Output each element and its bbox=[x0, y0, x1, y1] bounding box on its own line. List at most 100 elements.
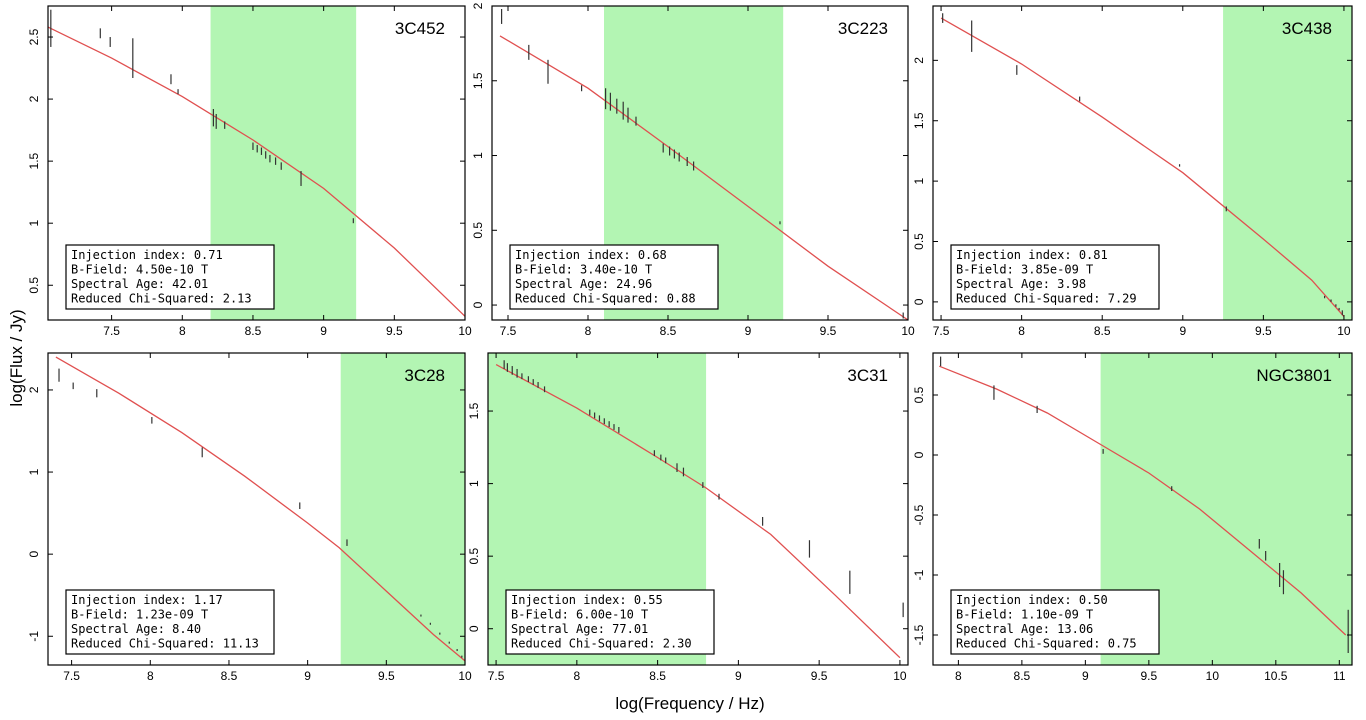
plot-frame bbox=[491, 5, 909, 321]
model-curve bbox=[499, 35, 909, 321]
info-line: B-Field: 4.50e-10 T bbox=[71, 263, 208, 277]
y-tick-label: -1 bbox=[27, 631, 41, 642]
y-tick-label: 0.5 bbox=[467, 547, 481, 564]
info-line: Injection index: 0.68 bbox=[515, 248, 667, 262]
panel-3c223: 7.5 8 8.5 9 9.5 10 0 0.5 1 1.5 2 3C223 Injection ind… bbox=[471, 2, 915, 338]
model-curve bbox=[939, 365, 1347, 636]
y-tick-label: 0.5 bbox=[471, 222, 485, 239]
x-tick-label: 9 bbox=[1179, 324, 1186, 338]
y-tick-label: 1.5 bbox=[912, 112, 926, 129]
y-tick-label: 0 bbox=[27, 551, 41, 558]
info-line: Spectral Age: 3.98 bbox=[956, 277, 1086, 291]
y-tick-label: 1.5 bbox=[471, 72, 485, 89]
x-tick-label: 8 bbox=[1018, 324, 1025, 338]
x-tick-label: 9 bbox=[1082, 669, 1089, 683]
info-box bbox=[65, 244, 275, 310]
panel-3c28: 7.5 8 8.5 9 9.5 10 -1 0 1 2 3C28 Injection index: 1… bbox=[27, 352, 472, 683]
x-tick-label: 8 bbox=[179, 324, 186, 338]
x-tick-label: 10.5 bbox=[1264, 669, 1288, 683]
x-tick-label: 8 bbox=[955, 669, 962, 683]
panel-label: 3C438 bbox=[1282, 19, 1332, 38]
x-tick-label: 8.5 bbox=[1014, 669, 1031, 683]
model-curve bbox=[495, 364, 901, 659]
x-tick-label: 9 bbox=[745, 324, 752, 338]
y-tick-label: 1 bbox=[27, 468, 41, 475]
info-line: Injection index: 0.55 bbox=[511, 593, 663, 607]
y-tick-label: 1 bbox=[467, 480, 481, 487]
x-tick-label: 10 bbox=[901, 324, 915, 338]
y-tick-label: -1 bbox=[912, 569, 926, 580]
panel-label: NGC3801 bbox=[1256, 366, 1332, 385]
panel-label: 3C28 bbox=[404, 366, 445, 385]
info-line: B-Field: 6.00e-10 T bbox=[511, 608, 648, 622]
y-axis-label: log(Flux / Jy) bbox=[7, 309, 26, 406]
info-line: Reduced Chi-Squared: 0.75 bbox=[956, 637, 1137, 651]
panel-3c438: 7.5 8 8.5 9 9.5 10 0 0.5 1 1.5 2 3C438 Injection ind… bbox=[912, 5, 1353, 338]
x-tick-label: 8.5 bbox=[221, 669, 238, 683]
y-tick-label: 0 bbox=[912, 298, 926, 305]
info-line: Injection index: 0.50 bbox=[956, 593, 1108, 607]
x-tick-label: 9 bbox=[304, 669, 311, 683]
info-line: Spectral Age: 13.06 bbox=[956, 622, 1093, 636]
x-tick-label: 9.5 bbox=[1255, 324, 1272, 338]
x-tick-label: 10 bbox=[893, 669, 907, 683]
x-tick-label: 11 bbox=[1333, 669, 1346, 683]
model-curve bbox=[55, 356, 466, 662]
x-tick-label: 7.5 bbox=[488, 669, 505, 683]
plot-frame bbox=[932, 5, 1353, 321]
plot-frame bbox=[932, 352, 1353, 666]
x-tick-label: 7.5 bbox=[63, 669, 80, 683]
x-tick-label: 8 bbox=[574, 669, 581, 683]
y-tick-label: 1.5 bbox=[27, 152, 41, 169]
y-tick-label: -0.5 bbox=[912, 504, 926, 525]
x-tick-label: 10 bbox=[458, 669, 472, 683]
y-tick-label: 2 bbox=[471, 2, 485, 9]
plot-frame bbox=[487, 352, 909, 666]
x-tick-label: 8.5 bbox=[1094, 324, 1111, 338]
y-tick-label: 0 bbox=[912, 451, 926, 458]
x-tick-label: 10 bbox=[458, 324, 472, 338]
y-tick-label: 2 bbox=[27, 386, 41, 393]
model-curve bbox=[47, 26, 466, 317]
info-line: Spectral Age: 42.01 bbox=[71, 277, 208, 291]
x-tick-label: 9.5 bbox=[378, 669, 395, 683]
y-tick-label: 1 bbox=[27, 220, 41, 227]
x-tick-label: 8 bbox=[147, 669, 154, 683]
x-tick-label: 9.5 bbox=[1141, 669, 1158, 683]
x-tick-label: 10 bbox=[1206, 669, 1220, 683]
x-axis-label: log(Frequency / Hz) bbox=[615, 694, 764, 713]
x-tick-label: 9.5 bbox=[386, 324, 403, 338]
info-line: B-Field: 1.23e-09 T bbox=[71, 608, 208, 622]
x-tick-label: 9.5 bbox=[811, 669, 828, 683]
plot-frame bbox=[47, 352, 466, 666]
info-line: Injection index: 0.71 bbox=[71, 248, 223, 262]
x-tick-label: 7.5 bbox=[500, 324, 517, 338]
panel-label: 3C31 bbox=[847, 366, 888, 385]
x-tick-label: 8.5 bbox=[660, 324, 677, 338]
panel-3c31: 7.5 8 8.5 9 9.5 10 0 0.5 1 1.5 3C31 Injection index… bbox=[467, 352, 909, 683]
y-tick-label: 0.5 bbox=[27, 277, 41, 294]
y-tick-label: 1 bbox=[912, 177, 926, 184]
fit-region-band bbox=[340, 353, 465, 665]
info-line: B-Field: 3.40e-10 T bbox=[515, 263, 652, 277]
x-tick-label: 9 bbox=[320, 324, 327, 338]
model-curve bbox=[940, 17, 1345, 317]
info-line: Injection index: 1.17 bbox=[71, 593, 223, 607]
x-tick-label: 8.5 bbox=[649, 669, 666, 683]
y-tick-label: -1.5 bbox=[912, 624, 926, 645]
y-tick-label: 2 bbox=[27, 95, 41, 102]
x-tick-label: 8 bbox=[585, 324, 592, 338]
plot-frame bbox=[47, 5, 466, 321]
y-tick-label: 1 bbox=[471, 152, 485, 159]
y-tick-label: 0 bbox=[471, 301, 485, 308]
x-tick-label: 10 bbox=[1337, 324, 1351, 338]
panel-ngc3801: 8 8.5 9 9.5 10 10.5 11 -1.5 -1 -0.5 0 0.5 NGC3801 Inj… bbox=[912, 352, 1353, 683]
panel-label: 3C452 bbox=[395, 19, 445, 38]
info-line: Spectral Age: 24.96 bbox=[515, 277, 652, 291]
info-line: Spectral Age: 8.40 bbox=[71, 622, 201, 636]
info-line: Reduced Chi-Squared: 11.13 bbox=[71, 637, 259, 651]
info-box bbox=[950, 244, 1160, 310]
panel-3c452: 7.5 8 8.5 9 9.5 10 0.5 1 1.5 2 2.5 3C452 Injection i… bbox=[27, 5, 472, 338]
fit-region-band bbox=[1223, 6, 1352, 320]
y-tick-label: 2 bbox=[912, 57, 926, 64]
